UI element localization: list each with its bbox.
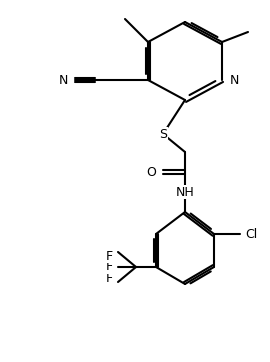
Text: NH: NH <box>176 185 194 198</box>
Text: F: F <box>106 249 113 262</box>
Text: F: F <box>106 261 113 274</box>
Text: O: O <box>146 165 156 178</box>
Text: N: N <box>230 73 239 87</box>
Text: Cl: Cl <box>245 227 257 240</box>
Text: S: S <box>159 127 167 140</box>
Text: N: N <box>59 73 68 87</box>
Text: F: F <box>106 272 113 285</box>
